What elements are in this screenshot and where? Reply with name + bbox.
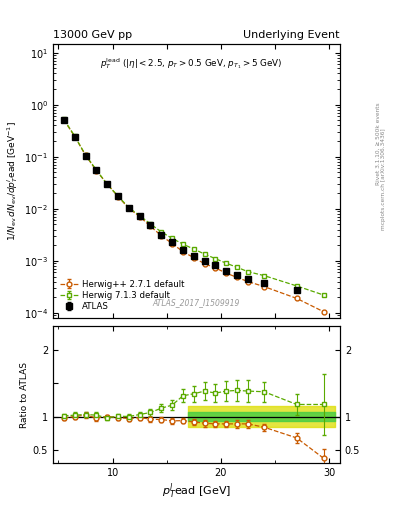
Text: Underlying Event: Underlying Event [243, 30, 340, 40]
Text: mcplots.cern.ch [arXiv:1306.3436]: mcplots.cern.ch [arXiv:1306.3436] [382, 129, 386, 230]
Legend: Herwig++ 2.7.1 default, Herwig 7.1.3 default, ATLAS: Herwig++ 2.7.1 default, Herwig 7.1.3 def… [57, 277, 187, 314]
Text: ATLAS_2017_I1509919: ATLAS_2017_I1509919 [153, 298, 240, 307]
Text: Rivet 3.1.10, ≥ 500k events: Rivet 3.1.10, ≥ 500k events [376, 102, 380, 185]
X-axis label: $p_T^{l}$ead [GeV]: $p_T^{l}$ead [GeV] [162, 481, 231, 501]
Y-axis label: $1/N_{\rm ev}\,dN_{\rm ev}/dp_T^{l}$ead [GeV$^{-1}$]: $1/N_{\rm ev}\,dN_{\rm ev}/dp_T^{l}$ead … [5, 121, 20, 241]
Text: $p_T^{\rm lead}$ ($|\eta| < 2.5$, $p_T > 0.5$ GeV, $p_{T_1} > 5$ GeV): $p_T^{\rm lead}$ ($|\eta| < 2.5$, $p_T >… [99, 56, 282, 71]
Y-axis label: Ratio to ATLAS: Ratio to ATLAS [20, 362, 29, 428]
Text: 13000 GeV pp: 13000 GeV pp [53, 30, 132, 40]
